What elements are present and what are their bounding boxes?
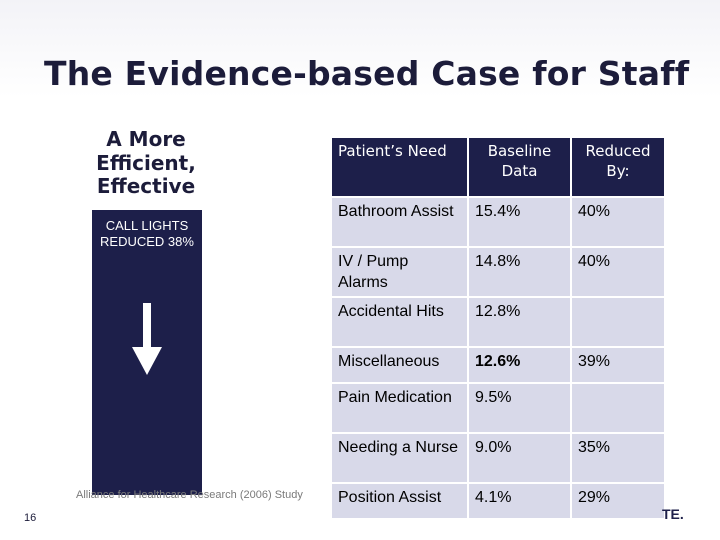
call-reasons-table: Patient’s Need Baseline Data Reduced By:…: [330, 136, 666, 521]
cell-reduced: 39%: [570, 346, 666, 385]
cell-need: Needing a Nurse: [330, 432, 469, 485]
table-row: Accidental Hits 12.8%: [330, 296, 666, 349]
cell-baseline: 9.5%: [467, 382, 572, 435]
cell-reduced: [570, 296, 666, 349]
table-row: Bathroom Assist 15.4% 40%: [330, 196, 666, 248]
cell-need: Pain Medication: [330, 382, 469, 435]
page-number: 16: [24, 512, 37, 524]
cell-baseline: 4.1%: [467, 482, 572, 521]
citation-text: Alliance for Healthcare Research (2006) …: [76, 489, 303, 501]
table-row: Pain Medication 9.5%: [330, 382, 666, 435]
table-row: Position Assist 4.1% 29%: [330, 482, 666, 521]
logo-fragment: TE.: [662, 506, 684, 522]
cell-reduced: 40%: [570, 245, 666, 299]
table-row: IV / Pump Alarms 14.8% 40%: [330, 245, 666, 299]
header-baseline-data: Baseline Data: [467, 136, 572, 198]
cell-need: Position Assist: [330, 482, 469, 521]
header-reduced-by: Reduced By:: [570, 136, 666, 198]
cell-need: Miscellaneous: [330, 346, 469, 385]
table-row: Needing a Nurse 9.0% 35%: [330, 432, 666, 485]
table-row: Miscellaneous 12.6% 39%: [330, 346, 666, 385]
cell-reduced: 40%: [570, 196, 666, 248]
cell-baseline: 14.8%: [467, 245, 572, 299]
cell-baseline: 15.4%: [467, 196, 572, 248]
callout-box: CALL LIGHTS REDUCED 38%: [92, 210, 202, 495]
cell-need: Accidental Hits: [330, 296, 469, 349]
slide-subtitle: A More Efficient, Effective: [96, 127, 196, 199]
cell-baseline: 9.0%: [467, 432, 572, 485]
cell-reduced: [570, 382, 666, 435]
cell-need: IV / Pump Alarms: [330, 245, 469, 299]
cell-reduced: 35%: [570, 432, 666, 485]
callout-text: CALL LIGHTS REDUCED 38%: [100, 218, 194, 249]
cell-baseline: 12.6%: [467, 346, 572, 385]
down-arrow-icon: [132, 303, 162, 375]
cell-reduced: 29%: [570, 482, 666, 521]
cell-baseline: 12.8%: [467, 296, 572, 349]
header-patient-need: Patient’s Need: [330, 136, 469, 198]
slide-title: The Evidence-based Case for Staff: [44, 54, 690, 93]
cell-need: Bathroom Assist: [330, 196, 469, 248]
table-header-row: Patient’s Need Baseline Data Reduced By:: [330, 136, 666, 198]
